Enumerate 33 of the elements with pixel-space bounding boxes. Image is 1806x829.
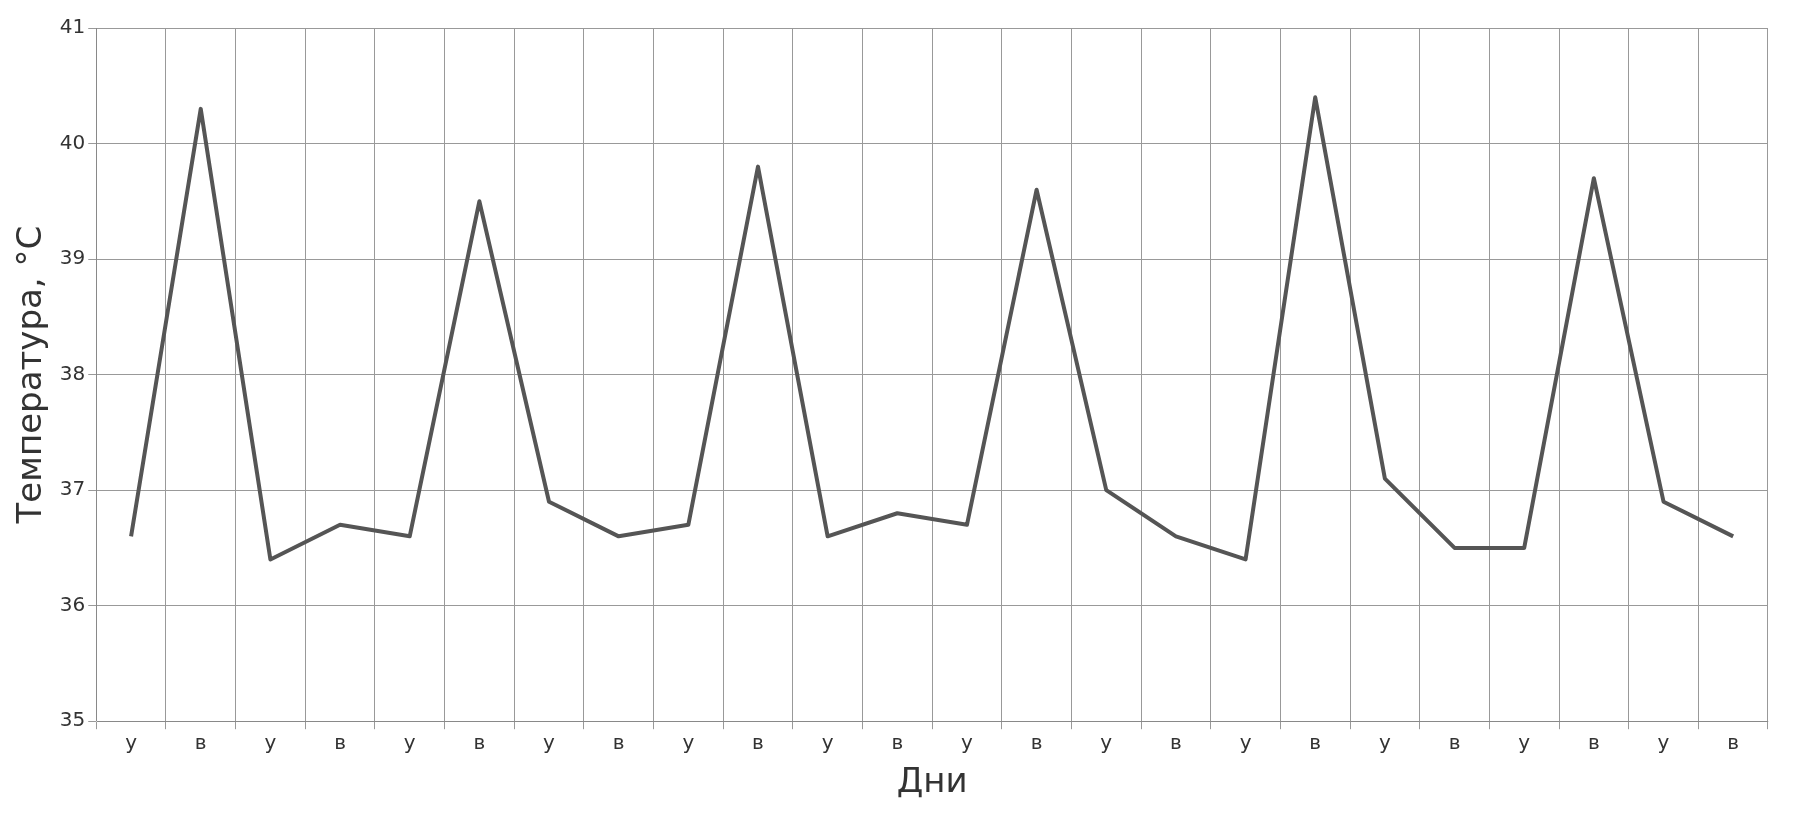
y-tick-label: 36: [59, 591, 86, 616]
x-tick-label: в: [752, 730, 764, 755]
x-tick-label: у: [1518, 730, 1531, 755]
y-tick-label: 38: [59, 360, 86, 385]
x-tick-label: в: [1309, 730, 1322, 755]
x-tick-label: у: [543, 730, 556, 755]
y-axis-title: Температура, °C: [9, 225, 50, 525]
x-tick-label: у: [1239, 730, 1252, 755]
x-tick-label: у: [961, 730, 974, 755]
x-tick-label: у: [264, 730, 277, 755]
y-tick-label: 39: [59, 245, 86, 270]
x-tick-label: у: [125, 730, 138, 755]
x-tick-label: у: [1378, 730, 1391, 755]
x-tick-label: у: [1100, 730, 1113, 755]
x-tick-label: в: [1448, 730, 1461, 755]
x-tick-label: у: [682, 730, 695, 755]
y-tick-label: 40: [59, 129, 86, 154]
y-tick-label: 41: [59, 14, 86, 39]
y-tick-label: 35: [59, 707, 86, 732]
x-tick-label: в: [1587, 730, 1600, 755]
x-tick-label: в: [891, 730, 904, 755]
x-tick-label: у: [821, 730, 834, 755]
x-tick-label: в: [194, 730, 207, 755]
y-tick-label: 37: [59, 476, 86, 501]
x-tick-label: у: [1657, 730, 1670, 755]
x-tick-label: в: [473, 730, 486, 755]
x-tick-label: в: [1030, 730, 1043, 755]
x-tick-label: в: [334, 730, 346, 755]
x-tick-label: у: [403, 730, 416, 755]
x-tick-label: в: [612, 730, 625, 755]
x-tick-label: в: [1727, 730, 1740, 755]
x-tick-label: в: [1170, 730, 1182, 755]
x-axis-title: Дни: [896, 760, 968, 801]
